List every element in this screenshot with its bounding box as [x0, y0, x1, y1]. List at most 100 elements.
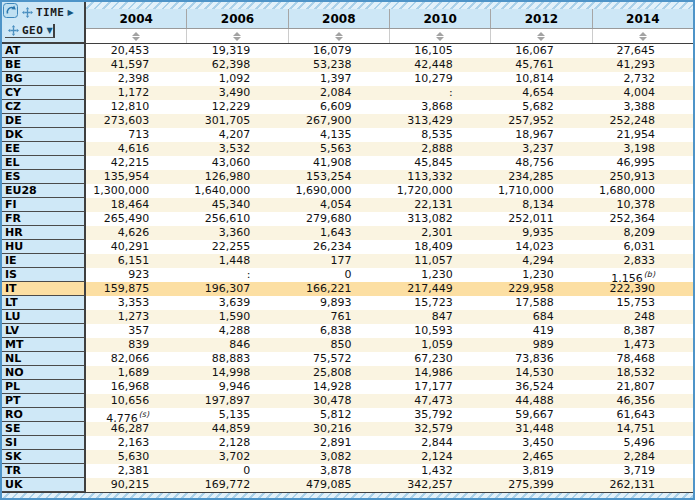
table-row: TR 2,38103,8781,4323,8193,719: [2, 464, 693, 478]
sort-button[interactable]: [233, 32, 241, 41]
row-label: LU: [2, 310, 86, 324]
expand-right-icon[interactable]: ▶: [68, 9, 74, 17]
cell-value: 2,833: [624, 254, 656, 267]
data-cell: 9,935: [491, 226, 592, 240]
data-cell: 2,163: [86, 436, 187, 450]
data-cell: 11,057: [390, 254, 491, 268]
data-cell: 40,291: [86, 240, 187, 254]
data-cell: 1,710,000: [491, 184, 592, 198]
year-column-header[interactable]: 2008: [289, 9, 390, 28]
cell-value: 48,756: [515, 156, 554, 169]
cell-value: 357: [128, 324, 149, 337]
table-row: LU 1,2731,590761847684248: [2, 310, 693, 324]
sort-button[interactable]: [537, 32, 545, 41]
data-cell: 846: [187, 338, 288, 352]
row-label: HR: [2, 226, 86, 240]
drag-area-top: [86, 2, 693, 9]
dropdown-arrow-icon[interactable]: ▼: [46, 27, 52, 35]
cell-value: 257,952: [508, 114, 554, 127]
row-label: EE: [2, 142, 86, 156]
cell-value: 234,285: [508, 170, 554, 183]
time-dimension-handle[interactable]: TIME ▶: [22, 6, 74, 19]
data-cell: 14,998: [187, 366, 288, 380]
cell-value: 479,085: [306, 478, 352, 491]
cell-value: 1,680,000: [599, 184, 655, 197]
cell-value: 32,579: [414, 422, 453, 435]
cell-value: 5,496: [624, 436, 656, 449]
data-cell: 47,473: [390, 394, 491, 408]
table-row: AT 20,45319,31916,07916,10516,06727,645: [2, 44, 693, 58]
table-row: NO 1,68914,99825,80814,98614,53018,532: [2, 366, 693, 380]
data-cell: 4,207: [187, 128, 288, 142]
data-cell: 1,059: [390, 338, 491, 352]
data-cell: 18,967: [491, 128, 592, 142]
cell-value: 6,609: [320, 100, 352, 113]
data-cell: 46,356: [592, 394, 693, 408]
year-column-header[interactable]: 2010: [390, 9, 491, 28]
cell-value: 88,883: [212, 352, 251, 365]
cell-value: 11,057: [414, 254, 453, 267]
data-cell: 197,897: [187, 394, 288, 408]
year-column-header[interactable]: 2014: [593, 9, 693, 28]
cell-value: 2,124: [421, 450, 453, 463]
cell-value: 2,128: [219, 436, 251, 449]
cell-value: 67,230: [414, 352, 453, 365]
move-icon: [22, 7, 33, 18]
sort-button[interactable]: [436, 32, 444, 41]
year-column-header[interactable]: 2004: [86, 9, 187, 28]
data-cell: 257,952: [491, 114, 592, 128]
cell-value: 4,294: [522, 254, 554, 267]
cell-value: 4,135: [320, 128, 352, 141]
data-cell: 15,723: [390, 296, 491, 310]
cell-value: 1,473: [624, 338, 656, 351]
data-cell: 989: [491, 338, 592, 352]
cell-value: 2,732: [624, 72, 656, 85]
cell-value: 850: [331, 338, 352, 351]
row-label: UK: [2, 478, 86, 492]
data-cell: 10,279: [390, 72, 491, 86]
cell-value: 75,572: [313, 352, 352, 365]
table-row: DK 7134,2074,1358,53518,96721,954: [2, 128, 693, 142]
cell-value: 1,640,000: [194, 184, 250, 197]
data-cell: 252,364: [592, 212, 693, 226]
year-column-header[interactable]: 2012: [491, 9, 592, 28]
data-cell: 1,720,000: [390, 184, 491, 198]
data-cell: 5,496: [592, 436, 693, 450]
cell-value: 3,198: [624, 142, 656, 155]
cell-value: 9,946: [219, 380, 251, 393]
cell-value: 1,590: [219, 310, 251, 323]
cell-value: 15,753: [617, 296, 656, 309]
data-cell: 41,293: [592, 58, 693, 72]
data-cell: 26,234: [288, 240, 389, 254]
row-label: IE: [2, 254, 86, 268]
data-cell: 62,398: [187, 58, 288, 72]
data-cell: 3,388: [592, 100, 693, 114]
table-row: RO 4,776(s)5,1355,81235,79259,66761,643: [2, 408, 693, 422]
data-cell: 35,792: [390, 408, 491, 422]
table-row: NL 82,06688,88375,57267,23073,83678,468: [2, 352, 693, 366]
geo-dimension-handle[interactable]: GEO ▼: [5, 24, 55, 38]
cell-value: 5,135: [219, 408, 251, 421]
data-cell: 301,705: [187, 114, 288, 128]
cell-value: 82,066: [111, 352, 150, 365]
sort-button[interactable]: [132, 32, 140, 41]
data-cell: 25,808: [288, 366, 389, 380]
table-row: IT 159,875196,307166,221217,449229,95822…: [2, 282, 693, 296]
cell-value: 45,761: [515, 58, 554, 71]
sort-cell: [187, 29, 288, 43]
row-label: EL: [2, 156, 86, 170]
sort-button[interactable]: [335, 32, 343, 41]
cell-value: 14,998: [212, 366, 251, 379]
data-cell: 169,772: [187, 478, 288, 492]
move-icon: [8, 25, 19, 36]
data-cell: 45,340: [187, 198, 288, 212]
data-cell: 14,023: [491, 240, 592, 254]
data-cell: 67,230: [390, 352, 491, 366]
pivot-icon[interactable]: [3, 3, 18, 18]
sort-button[interactable]: [639, 32, 647, 41]
data-cell: 342,257: [390, 478, 491, 492]
cell-value: 126,980: [205, 170, 251, 183]
year-column-header[interactable]: 2006: [187, 9, 288, 28]
data-cell: 252,248: [592, 114, 693, 128]
cell-value: 267,900: [306, 114, 352, 127]
